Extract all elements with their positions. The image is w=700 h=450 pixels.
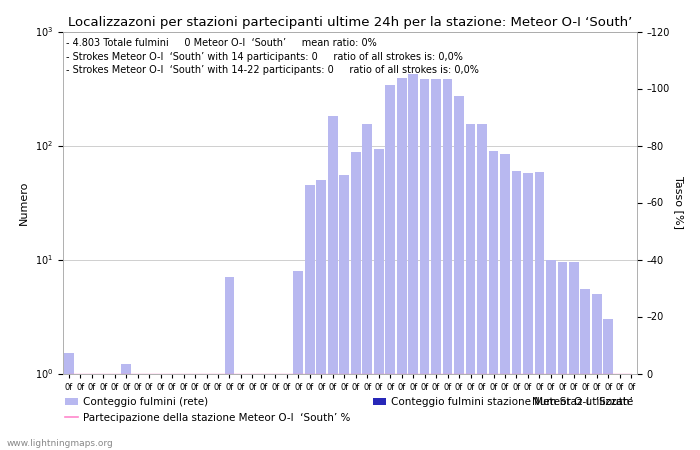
Bar [340,175,349,450]
Bar [363,124,372,450]
Bar [466,124,475,450]
Bar [121,364,131,450]
Bar [133,374,143,450]
Bar [477,124,487,450]
Y-axis label: Tasso [%]: Tasso [%] [674,176,684,229]
Bar [603,319,613,450]
Title: Localizzazoni per stazioni partecipanti ultime 24h per la stazione: Meteor O-I ‘: Localizzazoni per stazioni partecipanti … [68,16,632,29]
Bar [512,171,522,450]
Bar [167,374,177,450]
Bar [557,262,567,450]
Bar [408,74,418,450]
Bar [98,374,108,450]
Bar [489,151,498,450]
Bar [442,79,452,450]
Bar [213,374,223,450]
Bar [454,96,464,450]
Bar [76,374,85,450]
Bar [569,262,579,450]
Bar [282,374,292,450]
Bar [87,374,97,450]
Bar [144,374,154,450]
Bar [523,173,533,450]
Bar [500,153,510,450]
Bar [259,374,269,450]
Bar [236,374,246,450]
Y-axis label: Numero: Numero [20,180,29,225]
Text: Num Staz utilizzate: Num Staz utilizzate [532,397,634,407]
Bar [351,153,360,450]
Bar [328,117,337,450]
Bar [374,149,384,450]
Bar [305,185,315,450]
Text: www.lightningmaps.org: www.lightningmaps.org [7,439,113,448]
Bar [248,374,258,450]
Bar [293,270,303,450]
Bar [420,79,430,450]
Bar [155,374,165,450]
Bar [431,79,441,450]
Bar [592,294,602,450]
Bar [64,353,74,450]
Bar [397,78,407,450]
Legend: Conteggio fulmini (rete), Partecipazione della stazione Meteor O-I  ‘South’ %: Conteggio fulmini (rete), Partecipazione… [61,393,355,427]
Bar [580,289,590,450]
Bar [535,172,545,450]
Bar [546,260,556,450]
Bar [385,85,395,450]
Bar [110,374,120,450]
Bar [615,374,624,450]
Bar [178,374,188,450]
Bar [202,374,211,450]
Text: - 4.803 Totale fulmini     0 Meteor O-I  ‘South’     mean ratio: 0%
- Strokes Me: - 4.803 Totale fulmini 0 Meteor O-I ‘Sou… [66,38,479,75]
Bar [190,374,200,450]
Bar [316,180,326,450]
Bar [626,374,636,450]
Bar [270,374,280,450]
Bar [225,277,235,450]
Legend: Conteggio fulmini stazione Meteor O-I  ‘South’: Conteggio fulmini stazione Meteor O-I ‘S… [369,393,637,411]
